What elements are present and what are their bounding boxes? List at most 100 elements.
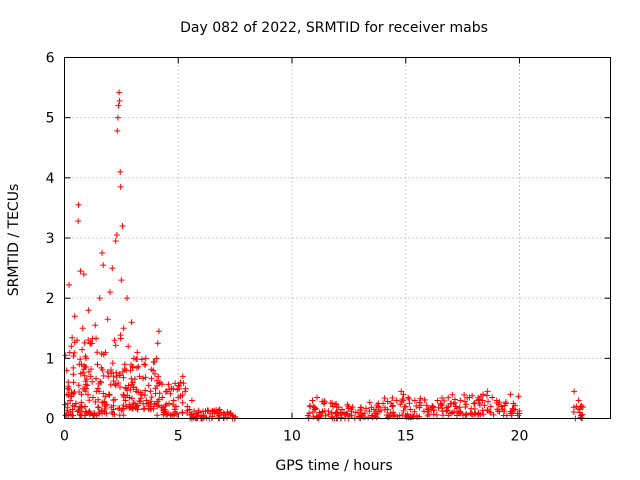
data-point — [322, 412, 329, 419]
data-point — [134, 364, 141, 371]
data-point — [87, 373, 94, 380]
data-point — [335, 404, 342, 411]
data-point — [94, 349, 101, 356]
data-point — [147, 403, 154, 410]
data-point — [456, 404, 463, 411]
data-point — [69, 406, 76, 413]
data-point — [485, 398, 492, 405]
data-point — [151, 401, 158, 408]
data-point — [80, 366, 87, 373]
data-point — [77, 356, 84, 363]
data-point — [96, 409, 103, 416]
data-point — [344, 401, 351, 408]
data-point — [112, 238, 119, 245]
data-point — [81, 386, 88, 393]
data-point — [421, 396, 428, 403]
data-point — [88, 340, 95, 347]
data-point — [405, 394, 412, 401]
data-point — [100, 262, 107, 269]
data-point — [133, 388, 140, 395]
data-point — [157, 379, 164, 386]
data-point — [116, 412, 123, 419]
data-point — [413, 403, 420, 410]
data-point — [398, 388, 405, 395]
data-point — [155, 373, 162, 380]
data-point — [383, 412, 390, 419]
data-point — [122, 397, 129, 404]
data-point — [172, 403, 179, 410]
data-point — [357, 407, 364, 414]
data-point — [152, 390, 159, 397]
data-point — [110, 377, 117, 384]
data-point — [434, 397, 441, 404]
data-point — [380, 400, 386, 407]
data-point — [81, 403, 88, 410]
data-point — [116, 97, 123, 104]
data-point — [577, 412, 584, 419]
data-point — [106, 392, 113, 399]
data-point — [451, 408, 458, 415]
data-point — [483, 392, 490, 399]
data-point — [120, 405, 127, 412]
data-point — [151, 370, 158, 377]
data-point — [148, 375, 155, 382]
data-point — [493, 397, 500, 404]
data-point — [70, 371, 77, 378]
data-point — [99, 250, 106, 257]
data-point — [107, 381, 114, 388]
data-point — [349, 404, 356, 411]
y-tick-label: 4 — [46, 171, 55, 187]
data-point — [152, 385, 159, 392]
data-point — [216, 406, 223, 413]
data-point — [75, 407, 82, 414]
data-point — [475, 397, 482, 404]
data-point — [125, 343, 132, 350]
data-point — [117, 335, 124, 342]
data-point — [168, 385, 175, 392]
data-point — [89, 378, 96, 385]
data-point — [445, 394, 452, 401]
data-points — [62, 89, 586, 422]
data-point — [115, 102, 122, 109]
data-point — [480, 391, 487, 398]
y-tick-label: 2 — [46, 291, 55, 307]
data-point — [195, 409, 202, 416]
data-point — [93, 335, 100, 342]
data-point — [449, 391, 456, 398]
data-point — [490, 411, 497, 418]
data-point — [363, 405, 370, 412]
data-point — [402, 403, 409, 410]
data-point — [119, 222, 126, 229]
x-tick-label: 10 — [283, 429, 301, 445]
data-point — [62, 412, 69, 419]
data-point — [205, 407, 212, 414]
data-point — [511, 406, 518, 413]
data-point — [489, 394, 496, 401]
data-point — [124, 295, 131, 302]
data-point — [120, 374, 127, 381]
data-point — [92, 398, 99, 405]
data-point — [95, 404, 102, 411]
data-point — [329, 400, 336, 407]
data-point — [138, 356, 145, 363]
data-point — [102, 393, 109, 400]
data-point — [165, 381, 172, 388]
data-point — [389, 394, 396, 401]
data-point — [134, 349, 141, 356]
data-point — [175, 382, 182, 389]
data-point — [304, 412, 311, 419]
data-point — [411, 408, 418, 415]
y-tick-label: 1 — [46, 351, 55, 367]
data-point — [120, 325, 127, 332]
data-point — [70, 390, 77, 397]
data-point — [93, 388, 100, 395]
data-point — [406, 400, 413, 407]
data-point — [216, 411, 223, 418]
data-point — [179, 399, 186, 406]
data-point — [100, 372, 107, 379]
data-point — [190, 414, 197, 421]
data-point — [182, 385, 189, 392]
data-point — [75, 382, 82, 389]
data-point — [430, 403, 437, 410]
data-point — [109, 410, 116, 417]
